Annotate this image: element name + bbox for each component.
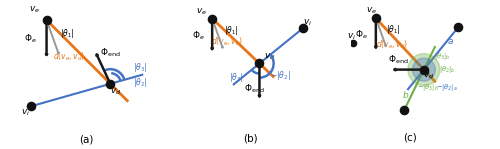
Text: $|\theta_2|$: $|\theta_2|$ bbox=[133, 76, 148, 89]
Text: $v_i$: $v_i$ bbox=[348, 32, 356, 42]
Text: $v_d$: $v_d$ bbox=[110, 86, 122, 97]
Text: $|\theta_1|$: $|\theta_1|$ bbox=[386, 23, 400, 36]
Point bbox=[256, 62, 264, 65]
Text: $b$: $b$ bbox=[402, 89, 409, 100]
Text: $|\theta_1|$: $|\theta_1|$ bbox=[60, 27, 74, 40]
Circle shape bbox=[408, 54, 440, 86]
Text: $v_e$: $v_e$ bbox=[196, 7, 207, 17]
Text: $v_i$: $v_i$ bbox=[304, 17, 312, 28]
Text: $-|\theta_3|_b$: $-|\theta_3|_b$ bbox=[418, 82, 440, 93]
Text: $-|\theta_2|$: $-|\theta_2|$ bbox=[270, 69, 291, 82]
Text: $v_d$: $v_d$ bbox=[264, 52, 276, 62]
Text: $\Phi_\mathrm{end}$: $\Phi_\mathrm{end}$ bbox=[244, 83, 265, 95]
Text: (a): (a) bbox=[79, 134, 94, 144]
Text: $\Phi_\mathrm{end}$: $\Phi_\mathrm{end}$ bbox=[100, 46, 120, 59]
Point bbox=[208, 17, 216, 20]
Text: $v_d$: $v_d$ bbox=[422, 71, 434, 81]
Point bbox=[106, 83, 114, 85]
Point bbox=[454, 26, 462, 28]
Text: $\Phi_\mathrm{end}$: $\Phi_\mathrm{end}$ bbox=[388, 54, 409, 66]
Point bbox=[42, 19, 50, 21]
Text: $|\theta_3|$: $|\theta_3|$ bbox=[228, 71, 243, 84]
Text: (b): (b) bbox=[242, 134, 258, 143]
Text: (c): (c) bbox=[404, 132, 417, 142]
Text: $v_e$: $v_e$ bbox=[366, 6, 377, 16]
Point bbox=[400, 108, 408, 111]
Circle shape bbox=[412, 58, 436, 81]
Text: $v_e$: $v_e$ bbox=[29, 4, 40, 15]
Text: $|\theta_3|_b$: $|\theta_3|_b$ bbox=[434, 51, 450, 62]
Text: $d(v_e,v_d)$: $d(v_e,v_d)$ bbox=[53, 51, 86, 63]
Point bbox=[420, 68, 428, 71]
Text: $a$: $a$ bbox=[446, 37, 454, 46]
Point bbox=[349, 42, 357, 45]
Text: $|\theta_3|$: $|\theta_3|$ bbox=[133, 62, 148, 74]
Text: $d(v_e,v_d)$: $d(v_e,v_d)$ bbox=[212, 36, 244, 48]
Text: $\Phi_e$: $\Phi_e$ bbox=[354, 29, 368, 41]
Text: $|\theta_2|_b$: $|\theta_2|_b$ bbox=[438, 64, 455, 75]
Text: $\Phi_e$: $\Phi_e$ bbox=[24, 32, 37, 45]
Point bbox=[26, 105, 34, 108]
Text: $d(v_e,v_d)$: $d(v_e,v_d)$ bbox=[376, 39, 408, 51]
Text: $|\theta_1|$: $|\theta_1|$ bbox=[224, 24, 238, 37]
Text: $-|\theta_2|_a$: $-|\theta_2|_a$ bbox=[436, 82, 458, 93]
Point bbox=[372, 17, 380, 19]
Point bbox=[299, 27, 307, 29]
Text: $\Phi_e$: $\Phi_e$ bbox=[192, 30, 204, 42]
Text: $v_i$: $v_i$ bbox=[21, 107, 30, 118]
